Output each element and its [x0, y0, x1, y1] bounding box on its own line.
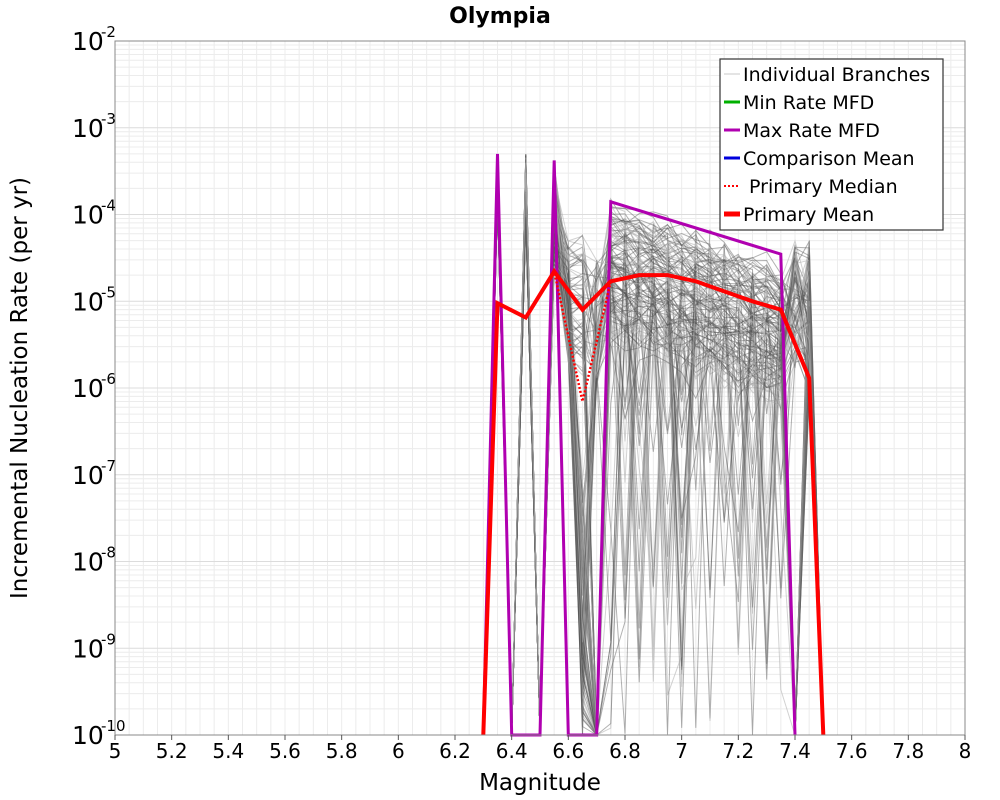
legend-label: Min Rate MFD — [743, 92, 874, 114]
x-tick-label: 7.6 — [836, 739, 868, 763]
y-tick-exponent: -4 — [101, 197, 116, 215]
y-tick-label: 10 — [72, 287, 104, 316]
legend-label: Max Rate MFD — [743, 120, 880, 142]
x-tick-label: 7.8 — [892, 739, 924, 763]
legend-label: Primary Mean — [743, 204, 874, 226]
y-tick-label: 10 — [72, 548, 104, 577]
x-tick-label: 5.2 — [156, 739, 188, 763]
series-layer — [481, 153, 826, 737]
legend: Individual Branches Min Rate MFD Max Rate … — [719, 58, 944, 231]
legend-box — [719, 58, 944, 231]
x-tick-label: 5 — [109, 739, 122, 763]
y-tick-label: 10 — [72, 201, 104, 230]
x-tick-label: 7 — [675, 739, 688, 763]
legend-label: Comparison Mean — [743, 148, 915, 170]
legend-label: Primary Median — [743, 176, 898, 198]
y-tick-exponent: -10 — [101, 717, 126, 735]
x-tick-label: 7.4 — [779, 739, 811, 763]
chart-title: Olympia — [449, 4, 551, 29]
x-ticks: 5 5.2 5.4 5.6 5.8 6 6.2 6.4 6.6 6.8 7 7.2 7.4 7.6 7.8 8 — [109, 735, 972, 763]
x-tick-label: 6.2 — [439, 739, 471, 763]
x-axis-label: Magnitude — [479, 770, 601, 796]
x-tick-label: 6 — [392, 739, 405, 763]
series-max-rate-mfd — [481, 153, 797, 737]
x-tick-label: 6.6 — [552, 739, 584, 763]
y-ticks: 10-210-310-410-510-610-710-810-910-10 — [72, 23, 126, 750]
y-tick-exponent: -6 — [101, 370, 116, 388]
x-tick-label: 5.8 — [326, 739, 358, 763]
x-tick-label: 6.8 — [609, 739, 641, 763]
y-tick-exponent: -8 — [101, 544, 116, 562]
y-tick-label: 10 — [72, 114, 104, 143]
y-tick-exponent: -2 — [101, 23, 116, 41]
x-tick-label: 5.4 — [212, 739, 244, 763]
y-tick-exponent: -7 — [101, 457, 116, 475]
legend-label: Individual Branches — [743, 64, 930, 86]
series-primary-mean — [481, 267, 826, 736]
y-tick-exponent: -3 — [101, 110, 116, 128]
x-tick-label: 7.2 — [722, 739, 754, 763]
y-tick-label: 10 — [72, 374, 104, 403]
y-tick-label: 10 — [72, 721, 104, 750]
y-tick-exponent: -5 — [101, 283, 116, 301]
x-tick-label: 5.6 — [269, 739, 301, 763]
x-tick-label: 6.4 — [496, 739, 528, 763]
y-tick-label: 10 — [72, 461, 104, 490]
x-tick-label: 8 — [959, 739, 972, 763]
grid — [114, 41, 966, 736]
y-tick-label: 10 — [72, 634, 104, 663]
y-tick-exponent: -9 — [101, 630, 116, 648]
plot-frame — [114, 40, 966, 736]
y-tick-label: 10 — [72, 27, 104, 56]
y-axis-label: Incremental Nucleation Rate (per yr) — [7, 177, 33, 599]
